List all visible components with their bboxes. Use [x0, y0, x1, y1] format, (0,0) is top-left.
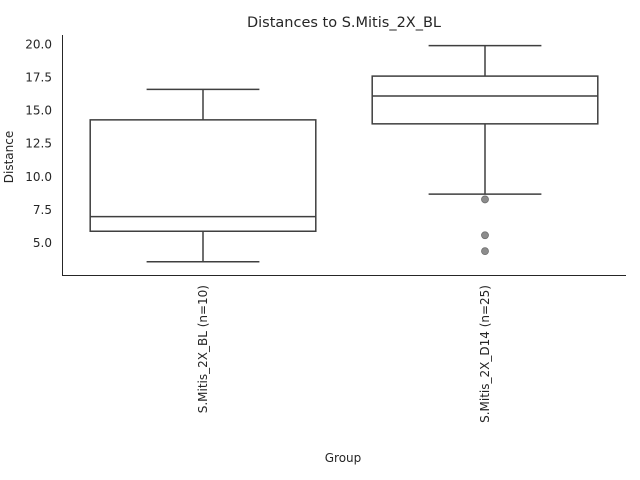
y-tick-label: 12.5 — [25, 137, 52, 151]
x-tick-label: S.Mitis_2X_BL (n=10) — [196, 285, 210, 413]
y-tick-label: 20.0 — [25, 37, 52, 51]
y-axis-label: Distance — [2, 131, 16, 183]
box-iqr — [89, 119, 317, 232]
outlier-point — [481, 247, 489, 256]
y-axis-ticks: 5.0 7.5 10.0 12.5 15.0 17.5 20.0 — [25, 37, 52, 250]
x-axis-ticks: S.Mitis_2X_BL (n=10) S.Mitis_2X_D14 (n=25… — [196, 285, 492, 423]
y-tick-label: 17.5 — [25, 70, 52, 84]
box-iqr — [371, 75, 599, 125]
y-tick-label: 7.5 — [33, 203, 52, 217]
x-axis-label: Group — [325, 451, 362, 465]
chart-title: Distances to S.Mitis_2X_BL — [247, 15, 441, 31]
x-tick-label: S.Mitis_2X_D14 (n=25) — [478, 285, 492, 423]
outlier-point — [481, 231, 489, 240]
y-tick-label: 15.0 — [25, 104, 52, 118]
y-tick-label: 5.0 — [33, 236, 52, 250]
outlier-point — [481, 195, 489, 204]
box-group — [89, 88, 317, 263]
boxes-layer — [89, 44, 599, 263]
y-tick-label: 10.0 — [25, 170, 52, 184]
box-group — [371, 44, 599, 256]
